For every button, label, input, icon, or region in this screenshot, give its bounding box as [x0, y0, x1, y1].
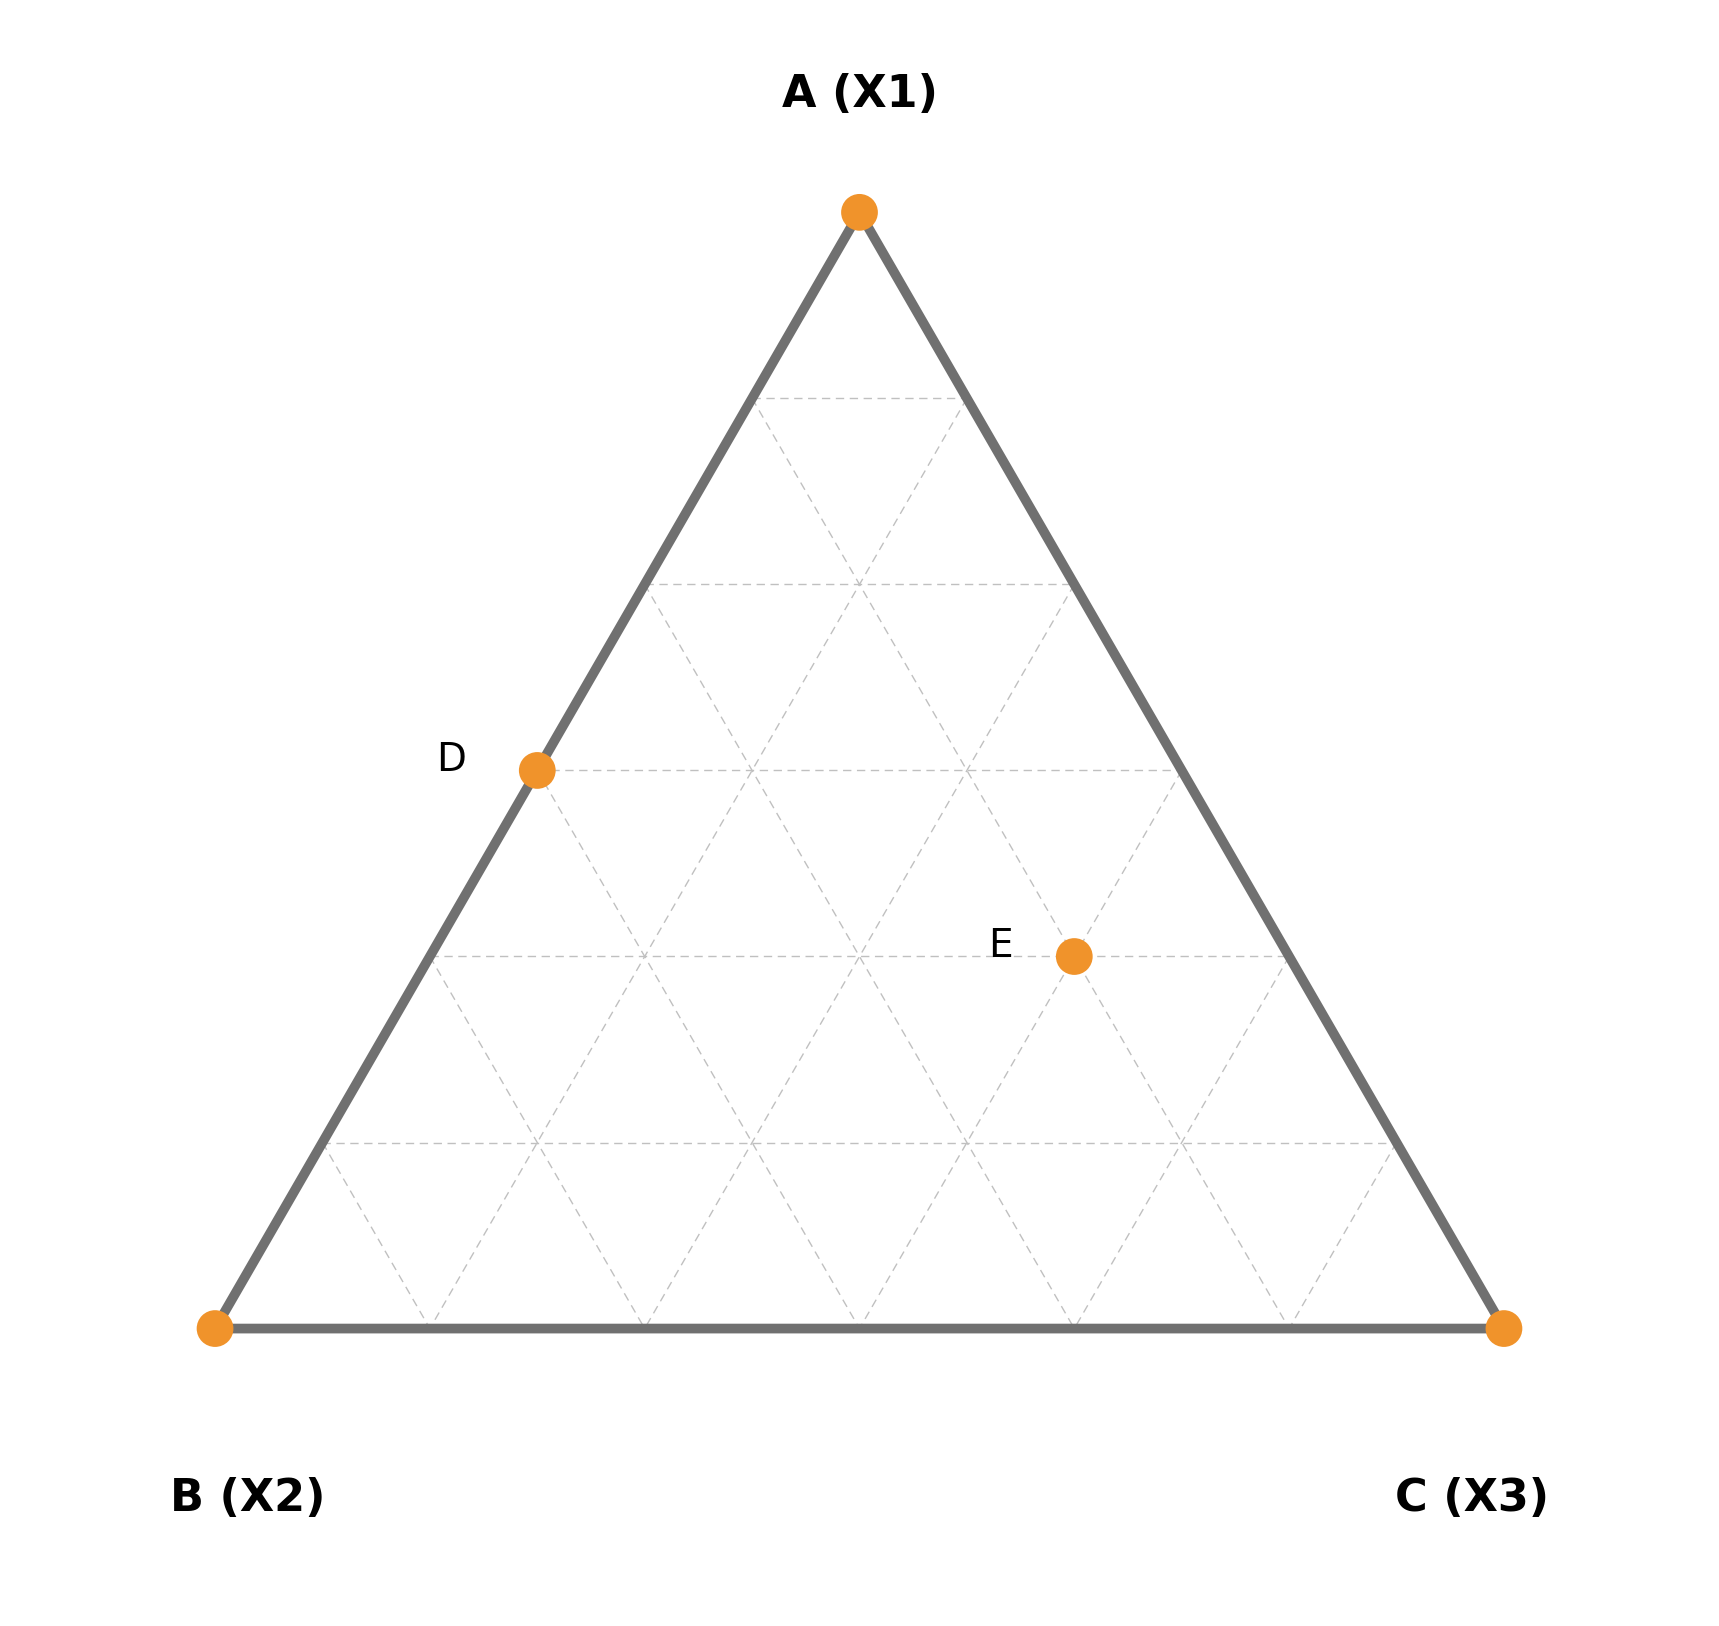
- Text: D: D: [437, 741, 466, 779]
- Point: [201, 1315, 229, 1341]
- Text: E: E: [988, 927, 1012, 966]
- Text: A (X1): A (X1): [782, 73, 937, 115]
- Point: [1490, 1315, 1518, 1341]
- Point: [524, 758, 552, 784]
- Text: C (X3): C (X3): [1394, 1476, 1549, 1520]
- Text: B (X2): B (X2): [170, 1476, 325, 1520]
- Point: [846, 200, 873, 226]
- Point: [1061, 943, 1088, 969]
